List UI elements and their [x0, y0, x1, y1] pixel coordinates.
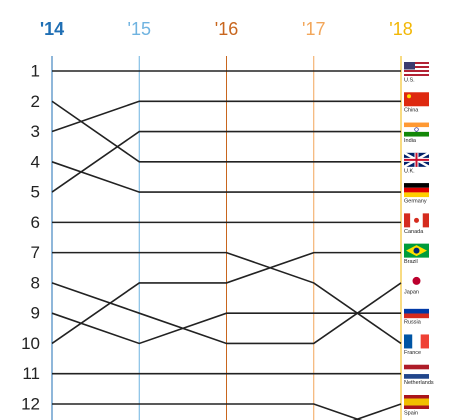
legend-label: Canada	[404, 229, 424, 235]
legend-label: Japan	[404, 289, 419, 295]
flag-part	[404, 66, 429, 68]
rank-line	[51, 282, 402, 345]
flag-part	[404, 62, 415, 70]
flag-part	[404, 187, 429, 193]
flag-part	[407, 94, 411, 99]
legend-label: India	[404, 138, 417, 144]
flag-part	[412, 276, 421, 285]
flag-part	[404, 72, 429, 74]
x-tick-label: '17	[302, 19, 325, 39]
y-tick-label: 7	[31, 243, 40, 262]
x-tick-label: '15	[128, 19, 151, 39]
rank-line	[51, 100, 401, 133]
flag-part	[404, 369, 429, 375]
legend-label: China	[404, 108, 419, 114]
legend-label: Germany	[404, 199, 427, 205]
flag-part	[404, 70, 429, 72]
legend-entry: Netherlands	[404, 364, 434, 386]
rank-line	[51, 130, 401, 193]
flag-part	[404, 402, 429, 406]
rank-line	[52, 403, 363, 420]
legend-entry: China	[404, 92, 429, 114]
y-tick-label: 4	[31, 152, 40, 171]
flag-part	[413, 247, 420, 254]
flag-part	[404, 192, 429, 198]
x-tick-label: '14	[40, 19, 64, 39]
x-tick-label: '16	[215, 19, 238, 39]
rank-line	[51, 312, 401, 345]
flag-part	[404, 92, 429, 107]
legend-label: U.K.	[404, 168, 415, 174]
flag-part	[410, 213, 417, 228]
x-tick-label: '18	[389, 19, 412, 39]
legend-entry: Germany	[404, 183, 429, 205]
y-tick-label: 6	[31, 213, 40, 232]
flag-part	[404, 131, 429, 137]
legend-entry: Brazil	[404, 243, 429, 265]
y-tick-label: 3	[31, 122, 40, 141]
flag-part	[404, 313, 429, 319]
flag-part	[414, 217, 419, 223]
y-tick-label: 5	[31, 183, 40, 202]
rank-line	[51, 161, 401, 193]
legend-label: Russia	[404, 320, 422, 326]
y-tick-label: 11	[22, 364, 40, 383]
legend-entry: U.S.	[404, 62, 429, 83]
flag-part	[412, 334, 421, 349]
rank-line	[352, 403, 402, 420]
flag-part	[404, 308, 429, 314]
legend-entry: Spain	[404, 395, 429, 416]
flag-part	[404, 183, 429, 188]
flag-part	[404, 405, 429, 409]
flag-part	[416, 213, 423, 228]
y-tick-label: 8	[31, 273, 40, 292]
legend-entry: U.K.	[403, 151, 430, 174]
y-tick-label: 10	[21, 334, 40, 353]
flag-part	[422, 213, 429, 228]
flag-part	[404, 304, 429, 309]
y-tick-label: 2	[31, 92, 40, 111]
flag-part	[404, 74, 429, 76]
flag-part	[404, 398, 429, 402]
legend-label: Netherlands	[404, 380, 434, 386]
flag-part	[404, 68, 429, 70]
flag-part	[404, 64, 429, 66]
flag-part	[404, 122, 429, 128]
flag-part	[404, 364, 429, 370]
flag-part	[414, 127, 419, 132]
legend-label: U.S.	[404, 77, 415, 83]
flag-part	[404, 127, 429, 132]
legend-label: Brazil	[404, 259, 418, 265]
legend-entry: France	[404, 334, 429, 356]
legend-entry: Japan	[404, 273, 429, 295]
rank-line	[51, 100, 401, 163]
flag-part	[404, 374, 429, 379]
flag-part	[404, 62, 429, 64]
legend-entry: Canada	[404, 213, 429, 235]
y-tick-label: 9	[31, 304, 40, 323]
flag-part	[404, 334, 413, 349]
y-tick-label: 1	[31, 61, 40, 80]
flag-part	[404, 213, 411, 228]
legend-entry: India	[404, 122, 429, 144]
rank-line	[52, 251, 402, 345]
flag-part	[420, 334, 429, 349]
legend-label: France	[404, 350, 421, 356]
legend-entry: Russia	[404, 304, 429, 326]
y-tick-label: 12	[21, 394, 40, 413]
legend-label: Spain	[404, 410, 418, 416]
flag-part	[404, 152, 429, 167]
flag-part	[404, 395, 429, 399]
